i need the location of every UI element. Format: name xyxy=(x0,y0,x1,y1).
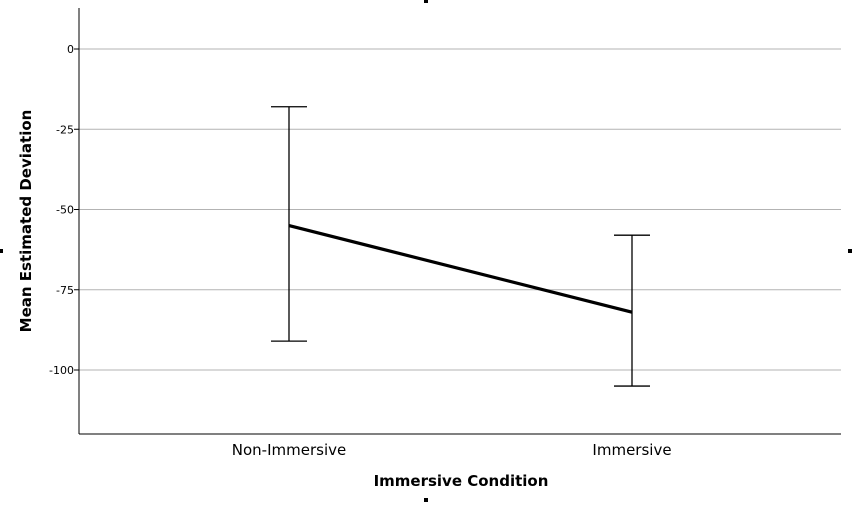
y-tick-label: -50 xyxy=(56,204,74,217)
error-bars xyxy=(271,106,650,387)
y-axis-title: Mean Estimated Deviation xyxy=(17,110,35,333)
x-category-label: Non-Immersive xyxy=(232,441,346,459)
y-tick-label: -100 xyxy=(49,364,74,377)
y-tick-label: -25 xyxy=(56,123,74,136)
axes-layer xyxy=(78,8,841,435)
frame-mark-left xyxy=(0,249,3,253)
grid-layer xyxy=(79,48,841,371)
x-categories: Non-Immersive Immersive xyxy=(232,441,672,459)
x-category-label: Immersive xyxy=(592,441,671,459)
y-ticks: 0 -25 -50 -75 -100 xyxy=(49,43,79,377)
y-tick-label: 0 xyxy=(67,43,74,56)
x-axis-title: Immersive Condition xyxy=(374,472,549,490)
frame-mark-right xyxy=(848,249,852,253)
frame-mark-top xyxy=(424,0,428,3)
y-tick-label: -75 xyxy=(56,284,74,297)
frame-mark-bottom xyxy=(424,498,428,502)
series-layer xyxy=(288,223,633,314)
series-line xyxy=(288,223,633,314)
